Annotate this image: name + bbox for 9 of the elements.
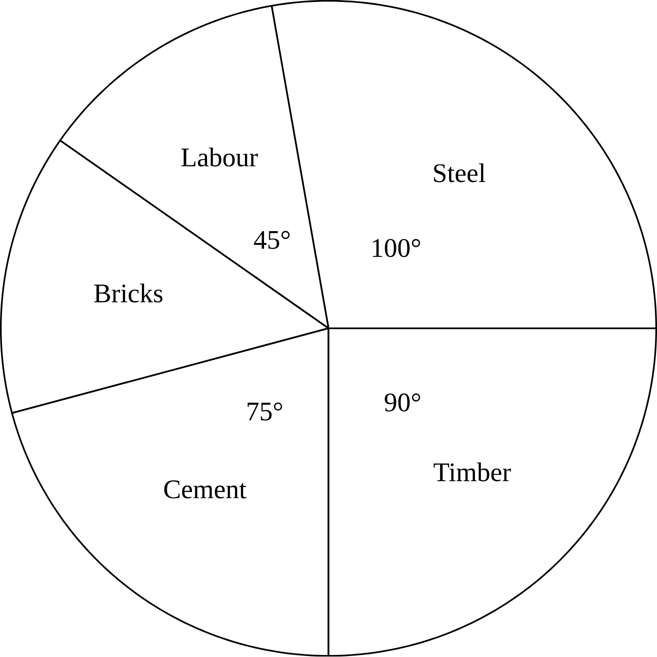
- slice-label: Steel: [434, 164, 486, 182]
- slice-label: Timber: [434, 462, 511, 482]
- slice-label: Cement: [164, 480, 246, 499]
- slice-label: Bricks: [94, 284, 162, 303]
- slice-label: Labour: [181, 148, 258, 167]
- data-label: 75°: [248, 402, 282, 421]
- data-label: 45°: [254, 231, 290, 250]
- data-label: 90°: [384, 394, 420, 412]
- data-label: 100°: [372, 239, 420, 258]
